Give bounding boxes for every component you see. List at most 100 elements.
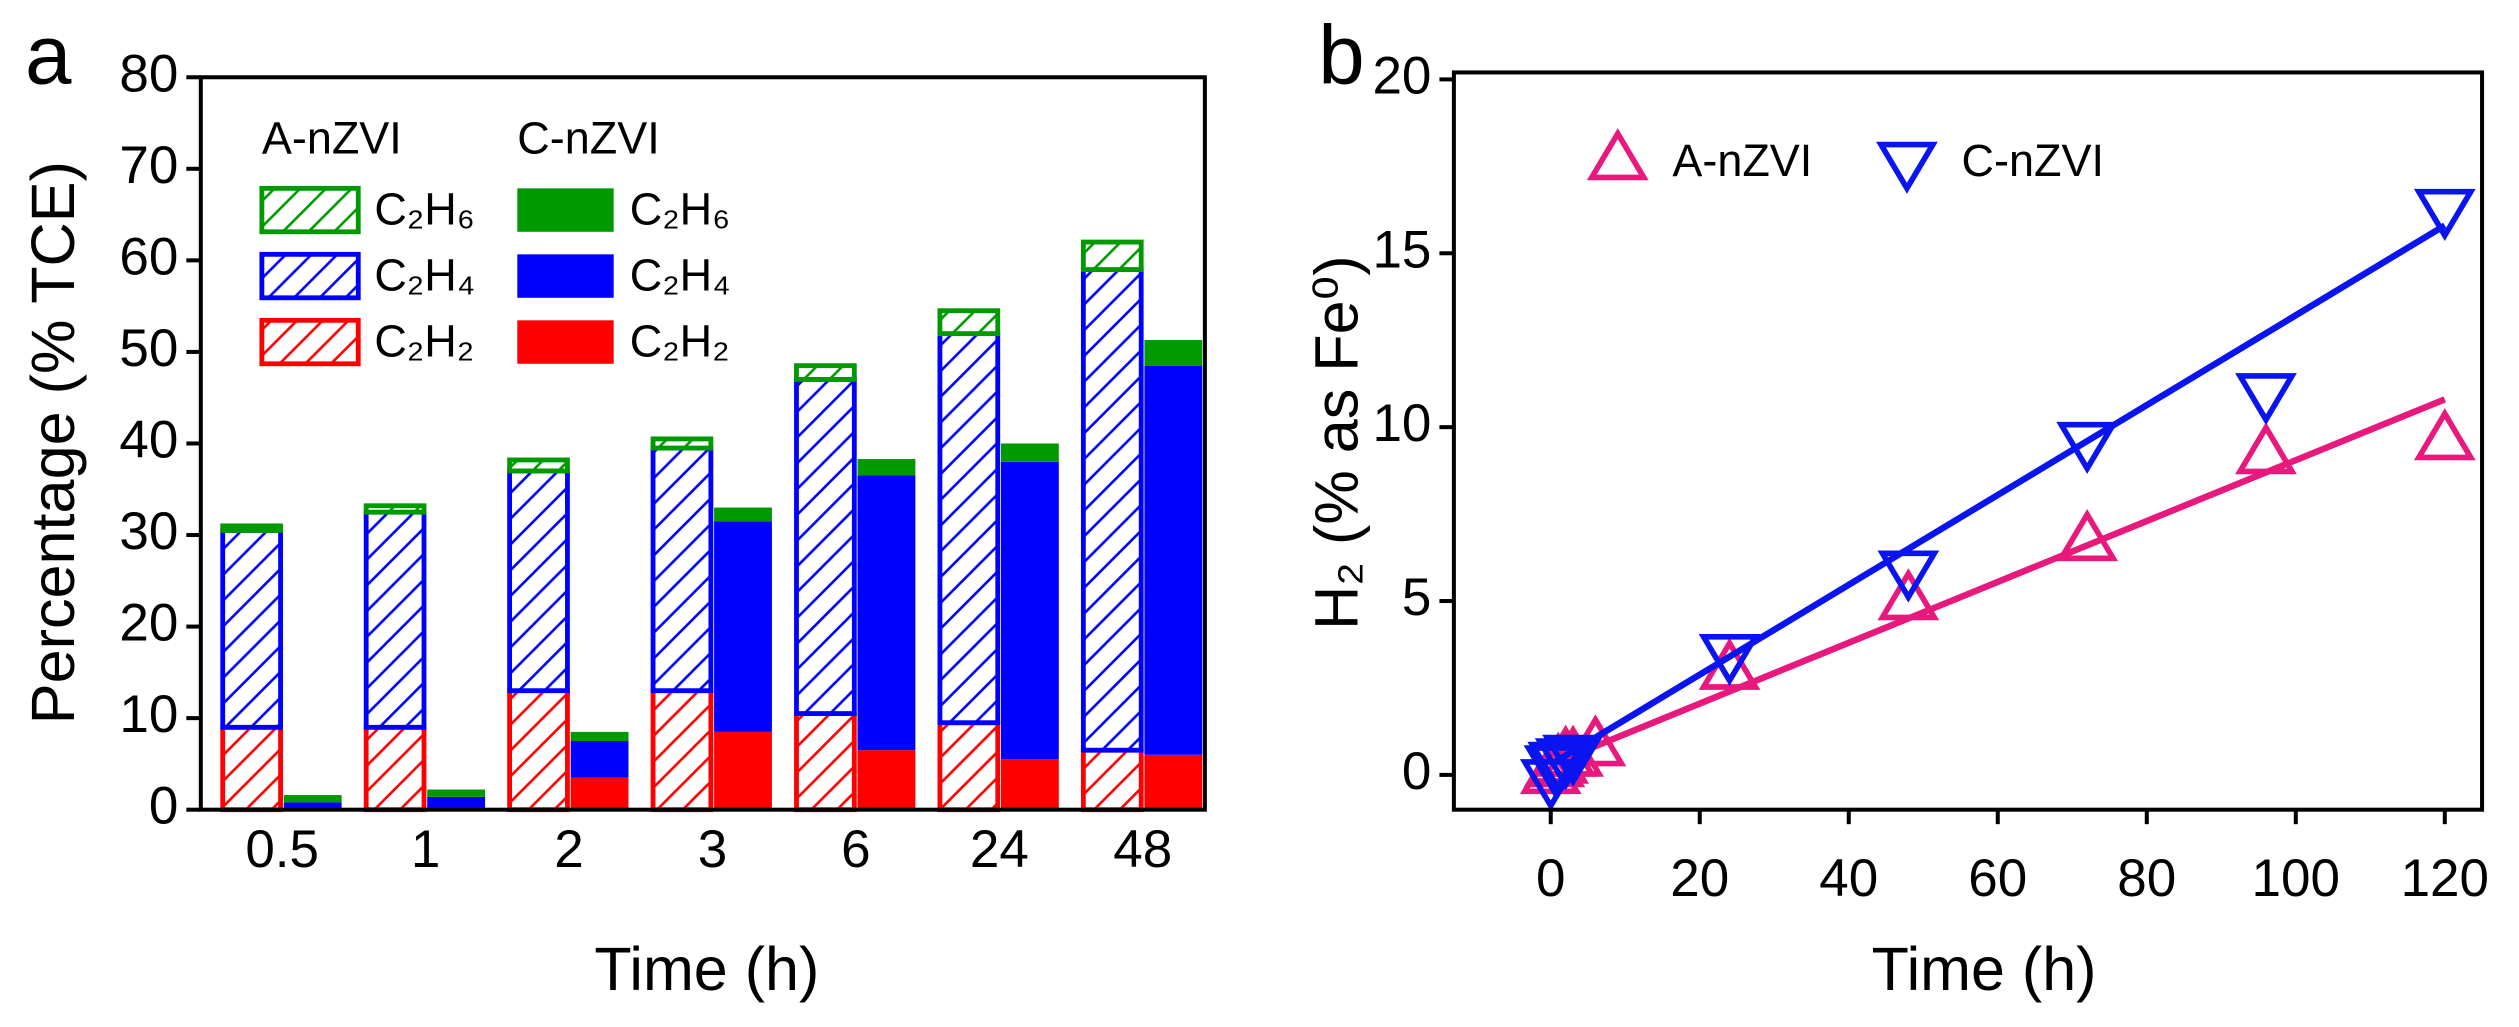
bar-segment: [1080, 747, 1144, 813]
bar-segment: [283, 802, 342, 808]
fit-line: [1549, 222, 2447, 768]
x-tick-label: 1: [411, 820, 440, 879]
data-point: [2235, 373, 2297, 426]
x-tick-label: 3: [698, 820, 727, 879]
y-tick-label: 5: [1402, 568, 1431, 627]
legend-label: C₂H₂: [374, 315, 474, 366]
bar-segment: [714, 507, 772, 522]
y-tick-label: 15: [1372, 220, 1431, 279]
data-point: [2056, 421, 2119, 474]
data-point: [1542, 734, 1604, 787]
fit-line: [1549, 396, 2447, 768]
y-tick-label: 0: [149, 777, 178, 836]
bar-segment: [1144, 340, 1203, 366]
data-point: [1877, 568, 1940, 621]
legend-swatch: [517, 188, 614, 232]
legend-label: C₂H₂: [630, 315, 730, 366]
plot-frame: [1451, 70, 2485, 812]
bar-segment: [507, 468, 570, 694]
x-tick-label: 100: [2252, 849, 2340, 908]
bar-segment: [650, 436, 714, 451]
x-tick-label: 120: [2401, 849, 2489, 908]
bar-segment: [220, 523, 283, 533]
bar-segment: [363, 503, 427, 515]
x-tick-label: 0: [1536, 849, 1565, 908]
legend-swatch: [259, 251, 361, 301]
legend-label: A-nZVI: [1672, 135, 1812, 186]
x-tick-label: 6: [841, 820, 870, 879]
bar-segment: [857, 750, 916, 810]
data-point: [2413, 188, 2476, 241]
bar-segment: [1080, 239, 1144, 272]
bar-segment: [650, 688, 714, 813]
bar-segment: [570, 731, 629, 742]
data-point: [2413, 408, 2476, 461]
legend-swatch: [259, 185, 361, 235]
legend-swatch: [517, 254, 614, 298]
legend-title: A-nZVI: [262, 113, 402, 164]
y-tick-label: 20: [1372, 46, 1431, 105]
y-tick-label: 10: [1372, 394, 1431, 453]
bar-segment: [714, 521, 772, 732]
legend-swatch: [259, 317, 361, 367]
x-tick-label: 24: [970, 820, 1029, 879]
bar-segment: [937, 720, 1001, 813]
y-tick-label: 60: [119, 227, 178, 286]
bar-segment: [1000, 461, 1059, 760]
x-tick-label: 48: [1113, 820, 1172, 879]
legend-marker: [1586, 128, 1649, 181]
legend-label: C₂H₆: [630, 183, 731, 234]
data-point: [1527, 741, 1590, 794]
bar-segment: [1000, 759, 1059, 810]
y-tick-label: 0: [1402, 742, 1431, 801]
bar-segment: [794, 711, 857, 813]
bar-segment: [714, 731, 772, 810]
x-tick-label: 40: [1819, 849, 1878, 908]
legend-swatch: [517, 320, 614, 364]
legend-title: C-nZVI: [517, 113, 659, 164]
data-point: [1877, 550, 1940, 603]
y-tick-label: 80: [119, 44, 178, 103]
bar-segment: [220, 724, 283, 813]
x-tick-label: 2: [554, 820, 583, 879]
legend-label: C-nZVI: [1962, 135, 2104, 186]
y-tick-label: 30: [119, 502, 178, 561]
bar-segment: [220, 528, 283, 730]
data-point: [2056, 509, 2119, 562]
bar-segment: [570, 777, 629, 810]
panel-label: b: [1318, 7, 1364, 101]
x-axis-label: Time (h): [1872, 935, 2097, 1003]
bar-segment: [794, 376, 857, 716]
y-tick-label: 40: [119, 410, 178, 469]
legend-label: C₂H₄: [374, 249, 475, 300]
x-tick-label: 80: [2117, 849, 2176, 908]
bar-segment: [650, 445, 714, 694]
legend-marker: [1876, 141, 1938, 194]
y-tick-label: 20: [119, 594, 178, 653]
data-point: [2235, 422, 2297, 475]
bar-segment: [937, 331, 1001, 726]
bar-segment: [1000, 443, 1059, 462]
panel-label: a: [25, 7, 72, 101]
bar-segment: [857, 459, 916, 476]
bar-segment: [427, 796, 486, 808]
data-point: [1698, 633, 1761, 687]
x-tick-label: 20: [1670, 849, 1729, 908]
x-axis-label: Time (h): [594, 935, 819, 1003]
bar-segment: [794, 363, 857, 382]
legend-label: C₂H₄: [630, 249, 731, 300]
bar-segment: [570, 741, 629, 778]
bar-segment: [1080, 267, 1144, 753]
bar-segment: [507, 688, 570, 813]
x-tick-label: 60: [1968, 849, 2027, 908]
y-tick-label: 70: [119, 136, 178, 195]
bar-segment: [937, 308, 1001, 337]
bar-segment: [363, 509, 427, 730]
data-point: [1534, 738, 1597, 791]
bar-segment: [1144, 365, 1203, 755]
y-tick-label: 10: [119, 685, 178, 744]
y-tick-label: 50: [119, 319, 178, 378]
bar-segment: [1144, 754, 1203, 810]
bar-segment: [507, 457, 570, 474]
